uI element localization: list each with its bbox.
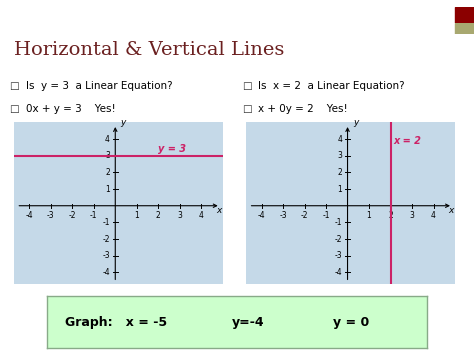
Text: -3: -3 — [47, 211, 55, 220]
Text: y: y — [121, 119, 126, 127]
Text: y=-4: y=-4 — [232, 316, 264, 329]
Text: x: x — [216, 206, 221, 215]
Text: -2: -2 — [301, 211, 308, 220]
Text: -3: -3 — [335, 251, 342, 260]
Text: -2: -2 — [335, 235, 342, 244]
Text: 0x + y = 3    Yes!: 0x + y = 3 Yes! — [26, 104, 116, 114]
Text: 4: 4 — [431, 211, 436, 220]
Text: 2: 2 — [388, 211, 393, 220]
Text: -4: -4 — [258, 211, 265, 220]
Text: y = 3: y = 3 — [158, 144, 186, 154]
Text: -1: -1 — [90, 211, 98, 220]
Text: □: □ — [9, 104, 19, 114]
Text: x: x — [448, 206, 454, 215]
Text: 3: 3 — [410, 211, 414, 220]
Text: □: □ — [242, 81, 252, 91]
Text: □: □ — [9, 81, 19, 91]
Text: 1: 1 — [105, 185, 110, 193]
Text: -1: -1 — [322, 211, 330, 220]
Text: 4: 4 — [199, 211, 204, 220]
Text: 1: 1 — [135, 211, 139, 220]
Text: -3: -3 — [279, 211, 287, 220]
Text: Horizontal & Vertical Lines: Horizontal & Vertical Lines — [14, 42, 284, 60]
Text: 2: 2 — [337, 168, 342, 177]
Text: Is  y = 3  a Linear Equation?: Is y = 3 a Linear Equation? — [26, 81, 173, 91]
Text: 1: 1 — [367, 211, 372, 220]
Text: -1: -1 — [102, 218, 110, 227]
Text: 3: 3 — [337, 151, 342, 160]
Text: 3: 3 — [177, 211, 182, 220]
Text: 2: 2 — [105, 168, 110, 177]
Text: x = 2: x = 2 — [394, 136, 422, 146]
Text: 3: 3 — [105, 151, 110, 160]
Text: 2: 2 — [156, 211, 161, 220]
Text: -2: -2 — [69, 211, 76, 220]
Text: Graph:   x = -5: Graph: x = -5 — [64, 316, 167, 329]
Text: -3: -3 — [102, 251, 110, 260]
Text: y: y — [353, 119, 358, 127]
Text: x + 0y = 2    Yes!: x + 0y = 2 Yes! — [258, 104, 348, 114]
Text: 4: 4 — [337, 135, 342, 144]
Text: -4: -4 — [335, 268, 342, 277]
Text: -4: -4 — [26, 211, 33, 220]
Text: y = 0: y = 0 — [333, 316, 369, 329]
Text: -2: -2 — [102, 235, 110, 244]
Bar — [455, 7, 474, 23]
Text: -4: -4 — [102, 268, 110, 277]
Text: -1: -1 — [335, 218, 342, 227]
Text: □: □ — [242, 104, 252, 114]
Text: Is  x = 2  a Linear Equation?: Is x = 2 a Linear Equation? — [258, 81, 405, 91]
Bar — [455, 23, 474, 34]
Text: 1: 1 — [337, 185, 342, 193]
Text: 4: 4 — [105, 135, 110, 144]
